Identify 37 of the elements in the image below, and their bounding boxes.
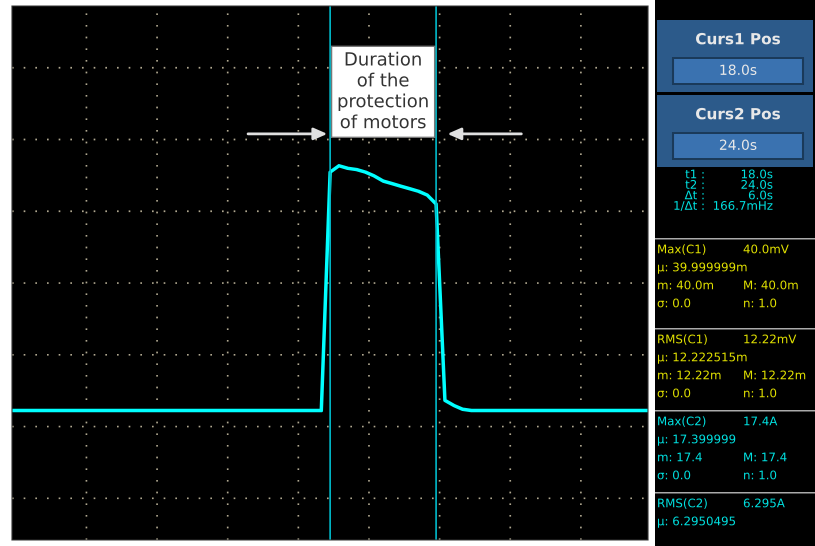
text: σ: 0.0 (658, 470, 690, 480)
text: m: 17.4 (658, 452, 702, 462)
text: Max(C1) (658, 244, 706, 255)
text: Curs2 Pos (696, 108, 780, 120)
text: n: 1.0 (744, 470, 776, 480)
text: M: 40.0m (744, 280, 798, 290)
text: σ: 0.0 (658, 388, 690, 398)
text: 18.0s (742, 169, 772, 178)
text: RMS(C2) (658, 498, 707, 509)
text: Δt : (684, 190, 704, 200)
text: M: 17.4 (744, 452, 787, 462)
text: Duration of the protection of motors (338, 52, 428, 128)
text: σ: 0.0 (658, 298, 690, 308)
text: 1/Δt : (674, 201, 704, 211)
text: Curs1 Pos (696, 32, 780, 44)
text: t1 : (685, 170, 704, 178)
text: μ: 39.999999m (658, 262, 747, 274)
text: m: 40.0m (658, 280, 714, 290)
text: 166.7mHz (714, 200, 772, 210)
text: 40.0mV (744, 244, 789, 254)
text: μ: 6.2950495 (658, 516, 736, 528)
text: 24.0s (720, 140, 756, 150)
text: n: 1.0 (744, 298, 776, 308)
text: Max(C2) (658, 416, 706, 427)
text: 17.4A (744, 416, 778, 426)
text: M: 12.22m (744, 370, 806, 380)
text: 18.0s (720, 64, 756, 76)
text: n: 1.0 (744, 388, 776, 398)
text: 24.0s (741, 180, 772, 189)
text: RMS(C1) (658, 334, 707, 345)
text: 6.295A (744, 498, 785, 508)
text: m: 12.22m (658, 370, 721, 380)
text: μ: 12.222515m (658, 352, 747, 364)
text: 12.22mV (744, 334, 796, 344)
text: t2 : (685, 180, 704, 189)
text: μ: 17.399999 (658, 434, 736, 446)
text: 6.0s (748, 190, 772, 200)
